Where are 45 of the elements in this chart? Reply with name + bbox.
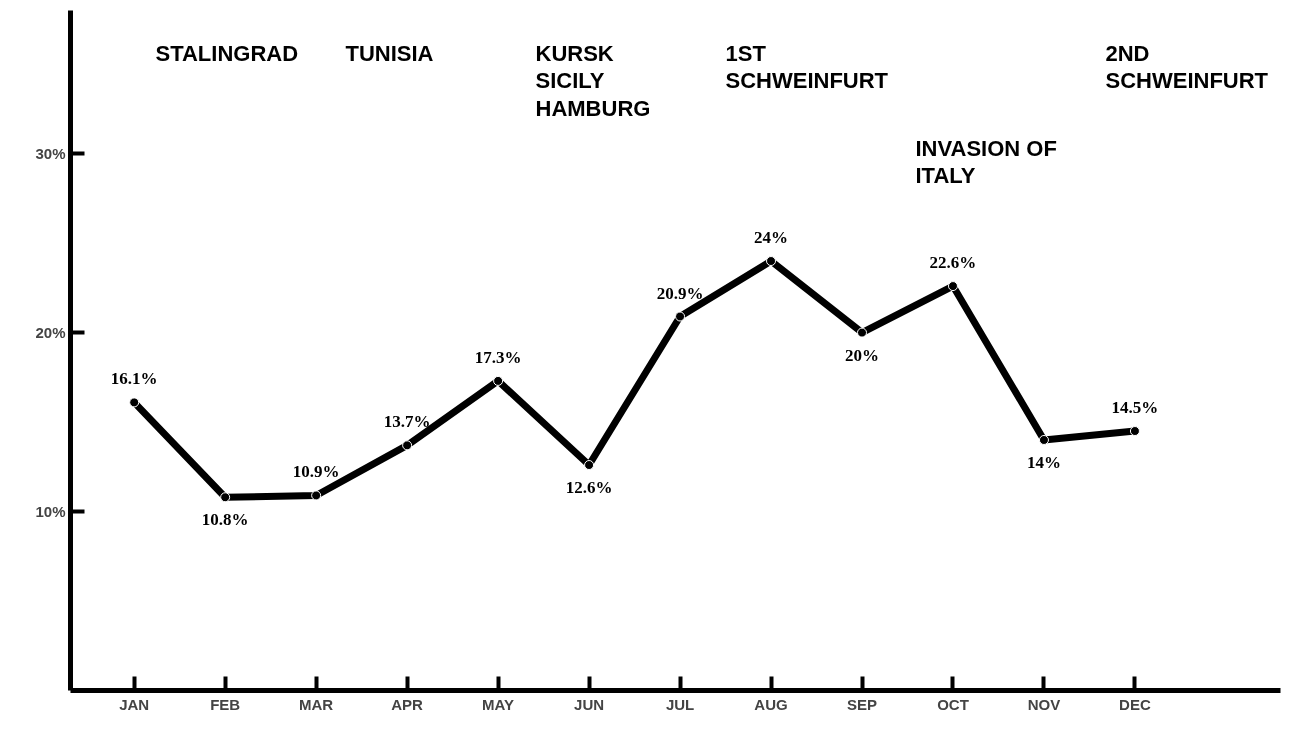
point bbox=[220, 492, 231, 503]
x-tick-label: FEB bbox=[210, 695, 241, 713]
x-tick-label: NOV bbox=[1027, 695, 1061, 713]
annotation: TUNISIA bbox=[345, 40, 434, 66]
y-tick-label: 20% bbox=[35, 324, 66, 342]
x-tick-label: APR bbox=[391, 695, 424, 713]
x-tick-label: JAN bbox=[119, 695, 150, 713]
x-tick-label: MAR bbox=[299, 695, 334, 713]
annotation: 2ND SCHWEINFURT bbox=[1105, 40, 1269, 93]
annotation: KURSK SICILY HAMBURG bbox=[535, 40, 651, 121]
point bbox=[1129, 426, 1140, 437]
data-label: 10.9% bbox=[292, 462, 340, 482]
data-label: 14.5% bbox=[1111, 398, 1159, 418]
point bbox=[857, 327, 867, 338]
x-tick-label: AUG bbox=[754, 695, 788, 713]
point bbox=[311, 490, 322, 501]
x-tick-label: JUL bbox=[665, 695, 695, 713]
data-label: 12.6% bbox=[565, 478, 613, 498]
point bbox=[584, 460, 595, 471]
data-label: 20% bbox=[845, 345, 879, 365]
annotation: INVASION OF ITALY bbox=[915, 135, 1057, 188]
x-tick-label: OCT bbox=[937, 695, 969, 713]
annotation: STALINGRAD bbox=[155, 40, 299, 66]
point bbox=[947, 281, 958, 292]
y-tick-label: 30% bbox=[35, 145, 66, 163]
x-tick-label: SEP bbox=[847, 695, 878, 713]
annotation: 1ST SCHWEINFURT bbox=[725, 40, 889, 93]
point bbox=[129, 397, 140, 408]
x-tick-label: MAY bbox=[482, 695, 515, 713]
data-label: 24% bbox=[754, 228, 789, 248]
point bbox=[766, 256, 777, 267]
point bbox=[493, 375, 504, 386]
data-label: 13.7% bbox=[383, 412, 431, 432]
point bbox=[1038, 434, 1049, 445]
point bbox=[402, 440, 413, 451]
data-label: 17.3% bbox=[474, 347, 522, 367]
y-tick-label: 10% bbox=[35, 503, 66, 521]
point bbox=[675, 311, 686, 322]
data-label: 16.1% bbox=[110, 369, 158, 389]
x-tick-label: DEC bbox=[1119, 695, 1151, 713]
data-label: 14% bbox=[1026, 452, 1061, 472]
x-tick-label: JUN bbox=[574, 695, 605, 713]
data-label: 20.9% bbox=[656, 283, 704, 303]
data-label: 10.8% bbox=[201, 510, 249, 530]
data-label: 22.6% bbox=[929, 253, 977, 273]
